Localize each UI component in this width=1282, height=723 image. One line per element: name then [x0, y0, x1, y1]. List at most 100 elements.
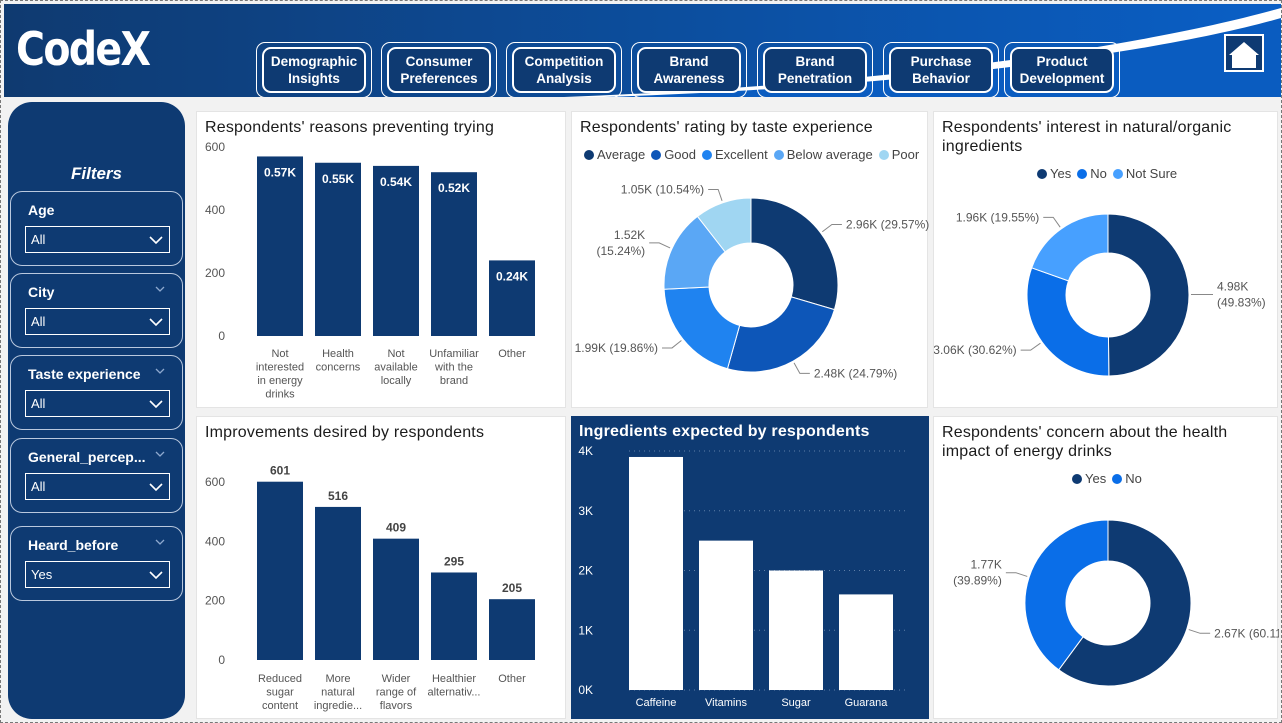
donut-slice[interactable] [1031, 213, 1109, 282]
data-label: 205 [502, 581, 522, 595]
bar[interactable] [839, 594, 893, 690]
nav-product-development[interactable]: Product Development [1004, 42, 1120, 97]
slice-label: 2.96K (29.57%) [846, 218, 929, 232]
bar[interactable] [257, 156, 303, 336]
bar[interactable] [629, 456, 683, 690]
chart-title: Improvements desired by respondents [205, 424, 485, 441]
y-tick-label: 600 [205, 475, 225, 489]
taste-experience-dropdown[interactable]: All [25, 390, 170, 417]
legend-dot [651, 149, 662, 160]
slice-label: 4.98K [1217, 279, 1248, 293]
bar[interactable] [257, 481, 303, 660]
home-button[interactable] [1224, 34, 1264, 72]
bar[interactable] [769, 570, 823, 691]
leader-line [793, 362, 810, 374]
nav-label: Competition Analysis [512, 47, 616, 93]
chevron-down-icon[interactable] [155, 451, 165, 459]
donut-slice[interactable] [750, 197, 839, 311]
bar[interactable] [431, 172, 477, 336]
slice-label: 2.67K (60.11%) [1214, 626, 1279, 640]
filter-label: Taste experience [28, 366, 141, 382]
nav-label: Brand Penetration [763, 47, 867, 93]
category-label: Guarana [845, 697, 889, 709]
leader-line [1043, 216, 1061, 228]
nav-brand-awareness[interactable]: Brand Awareness [631, 42, 747, 97]
home-icon [1229, 42, 1259, 68]
data-label: 1.6K [853, 603, 879, 617]
nav-label: Product Development [1010, 47, 1114, 93]
category-label: More [325, 673, 350, 685]
chevron-down-icon [149, 483, 163, 492]
data-label: 2.0K [783, 580, 809, 594]
nav-demographic-insights[interactable]: Demographic Insights [256, 42, 372, 97]
bar[interactable] [373, 538, 419, 660]
donut-slice[interactable] [1107, 213, 1190, 377]
leader-line [821, 224, 842, 233]
reasons-chart-card: Respondents' reasons preventing trying 0… [196, 111, 566, 408]
organic-chart-card: Respondents' interest in natural/organic… [933, 111, 1278, 408]
legend-label: Excellent [715, 147, 768, 162]
age-dropdown[interactable]: All [25, 226, 170, 253]
nav-competition-analysis[interactable]: Competition Analysis [506, 42, 622, 97]
category-label: concerns [316, 362, 361, 374]
y-tick-label: 4K [578, 444, 593, 458]
slice-label: 1.96K (19.55%) [956, 210, 1039, 224]
legend-item[interactable]: No [1077, 166, 1107, 181]
chevron-down-icon [149, 400, 163, 409]
legend-dot [773, 149, 784, 160]
y-tick-label: 2K [578, 564, 593, 578]
filters-title: Filters [70, 164, 123, 183]
category-label: Reduced [258, 673, 302, 685]
filter-heard-before: Heard_before Yes [10, 526, 183, 601]
legend-item[interactable]: Yes [1072, 471, 1106, 486]
slice-label: (39.89%) [953, 574, 1002, 588]
nav-brand-penetration[interactable]: Brand Penetration [757, 42, 873, 97]
chevron-down-icon[interactable] [155, 286, 165, 294]
donut-slice[interactable] [663, 286, 741, 370]
legend-item[interactable]: Good [651, 147, 696, 162]
y-tick-label: 3K [578, 504, 593, 518]
donut-slice[interactable] [1058, 519, 1192, 687]
legend-item[interactable]: Not Sure [1112, 166, 1177, 181]
legend-item[interactable]: Excellent [702, 147, 768, 162]
improvements-chart-card: Improvements desired by respondents 0 200… [196, 416, 566, 719]
category-label: Other [498, 673, 526, 685]
donut-slice[interactable] [1024, 519, 1109, 671]
bar[interactable] [315, 506, 361, 660]
data-label: 3.9K [643, 466, 669, 480]
chevron-down-icon[interactable] [155, 539, 165, 547]
nav-purchase-behavior[interactable]: Purchase Behavior [883, 42, 999, 97]
legend-item[interactable]: Poor [878, 147, 919, 162]
category-label: Unfamiliar [429, 348, 479, 360]
taste-chart-card: Respondents' rating by taste experience … [571, 111, 929, 408]
bar[interactable] [373, 165, 419, 336]
bar[interactable] [315, 162, 361, 336]
heard-before-dropdown[interactable]: Yes [25, 561, 170, 588]
leader-line [662, 340, 682, 349]
category-label: available [374, 362, 417, 374]
nav-label: Demographic Insights [262, 47, 366, 93]
chevron-down-icon[interactable] [155, 368, 165, 376]
donut-slice[interactable] [726, 296, 836, 373]
legend-item[interactable]: Yes [1037, 166, 1071, 181]
bar[interactable] [431, 572, 477, 660]
slice-label: 1.52K [614, 228, 645, 242]
legend-item[interactable]: No [1112, 471, 1142, 486]
bar[interactable] [489, 260, 535, 336]
donut-slice[interactable] [696, 197, 752, 253]
legend-item[interactable]: Average [584, 147, 645, 162]
legend-item[interactable]: Below average [773, 147, 873, 162]
bar[interactable] [489, 599, 535, 660]
general-perception-dropdown[interactable]: All [25, 473, 170, 500]
bar[interactable] [699, 540, 753, 690]
category-label: Other [498, 348, 526, 360]
city-dropdown[interactable]: All [25, 308, 170, 335]
leader-line [649, 242, 671, 249]
ingredients-chart-card: Ingredients expected by respondents 0K 1K… [571, 416, 929, 719]
chart-legend: Yes No [1072, 471, 1142, 486]
category-label: Sugar [781, 697, 811, 709]
donut-slice[interactable] [1026, 267, 1110, 377]
nav-consumer-preferences[interactable]: Consumer Preferences [381, 42, 497, 97]
